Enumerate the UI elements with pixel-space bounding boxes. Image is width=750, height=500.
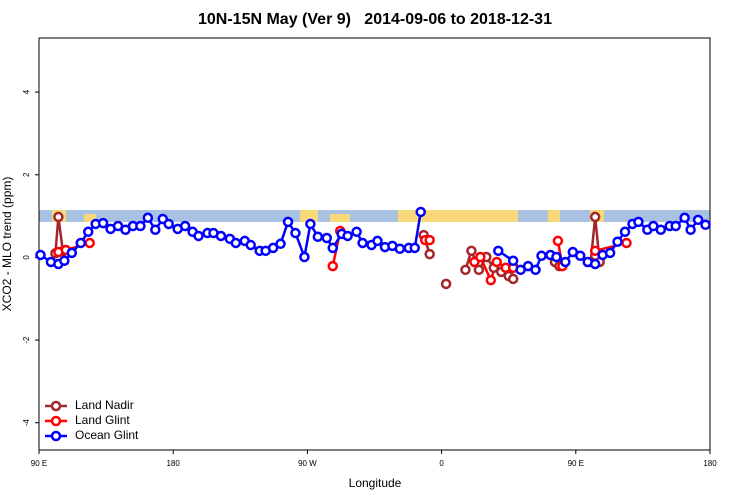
- land-patch: [330, 214, 350, 222]
- point: [66, 247, 78, 259]
- point: [655, 224, 667, 235]
- y-tick-label: -4: [22, 419, 31, 427]
- point: [75, 237, 87, 249]
- point: [245, 239, 256, 251]
- map-strip: [39, 210, 710, 222]
- point: [507, 255, 519, 266]
- point: [473, 264, 485, 276]
- point: [612, 236, 623, 247]
- point: [394, 243, 406, 255]
- point: [215, 230, 227, 242]
- point: [35, 249, 46, 261]
- point: [685, 224, 696, 235]
- y-tick-label: 0: [22, 255, 31, 260]
- point: [536, 250, 547, 262]
- point: [619, 226, 631, 238]
- point: [507, 273, 519, 285]
- point: [321, 232, 333, 244]
- legend-label: Land Nadir: [75, 398, 134, 412]
- point: [142, 212, 154, 224]
- point: [415, 206, 426, 218]
- point: [679, 212, 690, 224]
- point: [282, 216, 294, 228]
- legend-label: Ocean Glint: [75, 428, 139, 442]
- point: [633, 216, 644, 228]
- x-tick-label: 90 E: [568, 459, 584, 468]
- point: [193, 230, 204, 242]
- point: [135, 220, 146, 232]
- point: [179, 220, 191, 232]
- point: [53, 211, 64, 223]
- point: [84, 237, 95, 249]
- point: [97, 217, 109, 229]
- point: [560, 256, 571, 268]
- point: [290, 227, 301, 239]
- y-tick-label: 2: [22, 172, 31, 177]
- point: [351, 226, 362, 238]
- point: [327, 260, 338, 272]
- y-tick-label: -2: [22, 336, 31, 344]
- point: [150, 224, 161, 235]
- point: [604, 247, 616, 259]
- y-axis-label: XCO2 - MLO trend (ppm): [0, 177, 14, 312]
- point: [493, 245, 504, 257]
- land-patch: [548, 210, 560, 222]
- point: [82, 226, 94, 238]
- point: [485, 274, 497, 286]
- point: [466, 245, 477, 257]
- x-tick-label: 180: [167, 459, 181, 468]
- point: [621, 237, 632, 249]
- point: [424, 248, 435, 260]
- x-tick-label: 90 E: [31, 459, 47, 468]
- x-tick-label: 180: [703, 459, 717, 468]
- point: [589, 211, 601, 223]
- point: [491, 256, 503, 268]
- point: [575, 250, 586, 262]
- point: [530, 264, 541, 276]
- land-patch: [300, 210, 318, 222]
- point: [475, 251, 486, 263]
- plot-frame: [38, 37, 711, 451]
- x-tick-label: 0: [439, 459, 444, 468]
- point: [670, 220, 681, 232]
- point: [357, 237, 368, 249]
- y-tick-label: 4: [22, 89, 31, 94]
- legend-marker: [50, 400, 62, 412]
- point: [59, 255, 70, 266]
- ocean-strip: [39, 210, 710, 222]
- point: [424, 234, 435, 246]
- x-tick-label: 90 W: [298, 459, 317, 468]
- point: [312, 231, 324, 243]
- point: [275, 238, 286, 250]
- point: [551, 251, 562, 263]
- point: [372, 235, 383, 247]
- point: [589, 245, 601, 257]
- point: [163, 218, 174, 230]
- point: [230, 237, 242, 249]
- land-patch: [84, 214, 96, 222]
- point: [327, 242, 338, 254]
- point: [440, 278, 452, 290]
- x-axis-label: Longitude: [349, 476, 402, 490]
- point: [305, 218, 316, 230]
- point: [692, 214, 704, 226]
- point: [342, 230, 353, 242]
- point: [267, 242, 279, 254]
- legend-label: Land Glint: [75, 413, 130, 427]
- point: [409, 242, 421, 254]
- point: [700, 219, 711, 231]
- point: [589, 258, 601, 270]
- chart-title: 10N-15N May (Ver 9) 2014-09-06 to 2018-1…: [198, 11, 552, 28]
- point: [552, 235, 564, 247]
- legend-marker: [50, 415, 62, 427]
- land-patch: [398, 210, 518, 222]
- point: [460, 264, 471, 276]
- legend-marker: [50, 430, 62, 442]
- point: [299, 251, 310, 263]
